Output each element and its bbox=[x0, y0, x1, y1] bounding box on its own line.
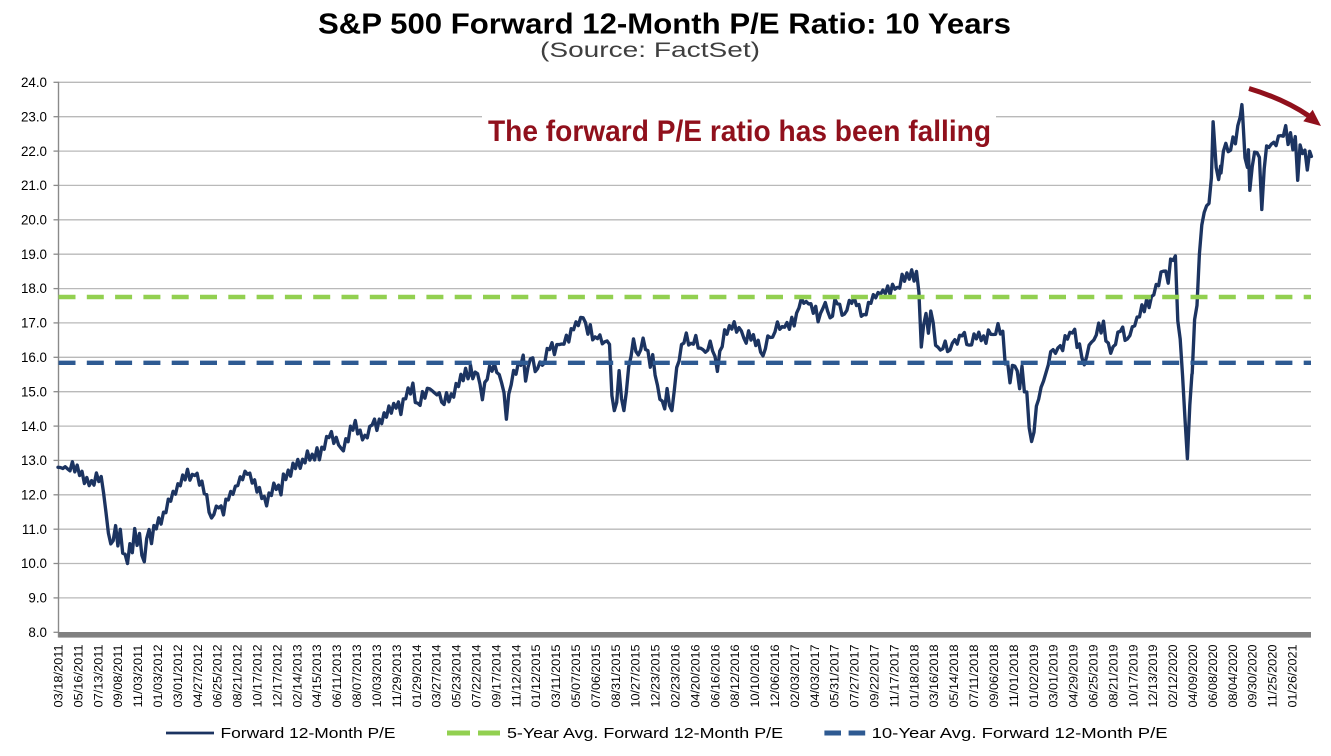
svg-text:03/27/2014: 03/27/2014 bbox=[430, 644, 444, 707]
svg-text:05/16/2011: 05/16/2011 bbox=[71, 644, 85, 707]
svg-text:01/12/2015: 01/12/2015 bbox=[529, 644, 543, 707]
svg-text:09/22/2017: 09/22/2017 bbox=[868, 644, 882, 707]
svg-text:11/29/2013: 11/29/2013 bbox=[390, 644, 404, 707]
svg-text:11/25/2020: 11/25/2020 bbox=[1266, 644, 1280, 707]
svg-text:07/11/2018: 07/11/2018 bbox=[967, 644, 981, 707]
svg-text:24.0: 24.0 bbox=[21, 75, 47, 90]
svg-text:01/26/2021: 01/26/2021 bbox=[1286, 644, 1300, 707]
svg-text:02/14/2013: 02/14/2013 bbox=[290, 644, 304, 707]
svg-text:02/12/2020: 02/12/2020 bbox=[1166, 644, 1180, 707]
svg-text:13.0: 13.0 bbox=[21, 453, 47, 468]
svg-text:03/01/2019: 03/01/2019 bbox=[1047, 644, 1061, 707]
svg-text:5-Year Avg. Forward 12-Month P: 5-Year Avg. Forward 12-Month P/E bbox=[507, 725, 783, 742]
svg-text:05/31/2017: 05/31/2017 bbox=[828, 644, 842, 707]
svg-text:Forward 12-Month P/E: Forward 12-Month P/E bbox=[221, 725, 396, 742]
svg-text:20.0: 20.0 bbox=[21, 213, 47, 228]
svg-text:06/25/2012: 06/25/2012 bbox=[211, 644, 225, 707]
svg-text:09/08/2011: 09/08/2011 bbox=[111, 644, 125, 707]
svg-text:10/17/2019: 10/17/2019 bbox=[1126, 644, 1140, 707]
svg-text:04/29/2019: 04/29/2019 bbox=[1067, 644, 1081, 707]
svg-text:9.0: 9.0 bbox=[28, 591, 47, 606]
svg-text:04/20/2016: 04/20/2016 bbox=[688, 644, 702, 707]
svg-text:12.0: 12.0 bbox=[21, 488, 47, 503]
svg-text:14.0: 14.0 bbox=[21, 419, 47, 434]
svg-text:10.0: 10.0 bbox=[21, 556, 47, 571]
svg-text:07/13/2011: 07/13/2011 bbox=[91, 644, 105, 707]
svg-text:09/17/2014: 09/17/2014 bbox=[489, 644, 503, 707]
svg-text:08/12/2016: 08/12/2016 bbox=[728, 644, 742, 707]
svg-text:04/03/2017: 04/03/2017 bbox=[808, 644, 822, 707]
svg-text:S&P 500 Forward 12-Month P/E R: S&P 500 Forward 12-Month P/E Ratio: 10 Y… bbox=[318, 9, 1011, 41]
svg-text:07/27/2017: 07/27/2017 bbox=[848, 644, 862, 707]
svg-text:10/27/2015: 10/27/2015 bbox=[629, 644, 643, 707]
svg-text:21.0: 21.0 bbox=[21, 178, 47, 193]
svg-text:11/17/2017: 11/17/2017 bbox=[887, 644, 901, 707]
svg-text:06/16/2016: 06/16/2016 bbox=[708, 644, 722, 707]
svg-text:10/17/2012: 10/17/2012 bbox=[251, 644, 265, 707]
svg-text:10/03/2013: 10/03/2013 bbox=[370, 644, 384, 707]
svg-text:08/04/2020: 08/04/2020 bbox=[1226, 644, 1240, 707]
svg-text:03/01/2012: 03/01/2012 bbox=[171, 644, 185, 707]
svg-text:06/11/2013: 06/11/2013 bbox=[330, 644, 344, 707]
svg-text:08/07/2013: 08/07/2013 bbox=[350, 644, 364, 707]
svg-text:23.0: 23.0 bbox=[21, 109, 47, 124]
svg-text:18.0: 18.0 bbox=[21, 281, 47, 296]
svg-text:01/02/2019: 01/02/2019 bbox=[1027, 644, 1041, 707]
svg-text:08/21/2012: 08/21/2012 bbox=[231, 644, 245, 707]
svg-text:02/23/2016: 02/23/2016 bbox=[669, 644, 683, 707]
svg-text:06/08/2020: 06/08/2020 bbox=[1206, 644, 1220, 707]
svg-text:08/21/2019: 08/21/2019 bbox=[1106, 644, 1120, 707]
svg-text:15.0: 15.0 bbox=[21, 384, 47, 399]
svg-text:04/15/2013: 04/15/2013 bbox=[310, 644, 324, 707]
svg-text:06/25/2019: 06/25/2019 bbox=[1087, 644, 1101, 707]
svg-text:The forward P/E ratio has been: The forward P/E ratio has been falling bbox=[488, 115, 991, 148]
svg-text:05/14/2018: 05/14/2018 bbox=[947, 644, 961, 707]
svg-text:12/23/2015: 12/23/2015 bbox=[649, 644, 663, 707]
svg-text:05/07/2015: 05/07/2015 bbox=[569, 644, 583, 707]
svg-text:07/06/2015: 07/06/2015 bbox=[589, 644, 603, 707]
svg-text:03/11/2015: 03/11/2015 bbox=[549, 644, 563, 707]
svg-text:19.0: 19.0 bbox=[21, 247, 47, 262]
svg-text:10/10/2016: 10/10/2016 bbox=[748, 644, 762, 707]
svg-text:08/31/2015: 08/31/2015 bbox=[609, 644, 623, 707]
svg-text:01/18/2018: 01/18/2018 bbox=[907, 644, 921, 707]
svg-text:04/09/2020: 04/09/2020 bbox=[1186, 644, 1200, 707]
svg-text:8.0: 8.0 bbox=[28, 625, 47, 640]
svg-text:11/12/2014: 11/12/2014 bbox=[509, 644, 523, 707]
svg-text:11.0: 11.0 bbox=[22, 522, 47, 537]
svg-text:11/01/2018: 11/01/2018 bbox=[1007, 644, 1021, 707]
svg-text:01/03/2012: 01/03/2012 bbox=[151, 644, 165, 707]
svg-text:09/06/2018: 09/06/2018 bbox=[987, 644, 1001, 707]
svg-text:09/30/2020: 09/30/2020 bbox=[1246, 644, 1260, 707]
svg-text:11/03/2011: 11/03/2011 bbox=[131, 644, 145, 707]
svg-text:22.0: 22.0 bbox=[21, 144, 47, 159]
svg-text:07/22/2014: 07/22/2014 bbox=[470, 644, 484, 707]
svg-text:10-Year Avg. Forward 12-Month: 10-Year Avg. Forward 12-Month P/E bbox=[872, 725, 1168, 742]
svg-text:03/16/2018: 03/16/2018 bbox=[927, 644, 941, 707]
svg-text:04/27/2012: 04/27/2012 bbox=[191, 644, 205, 707]
svg-text:12/13/2019: 12/13/2019 bbox=[1146, 644, 1160, 707]
svg-text:17.0: 17.0 bbox=[21, 316, 47, 331]
svg-text:03/18/2011: 03/18/2011 bbox=[52, 644, 66, 707]
svg-text:02/03/2017: 02/03/2017 bbox=[788, 644, 802, 707]
svg-text:01/29/2014: 01/29/2014 bbox=[410, 644, 424, 707]
svg-text:05/23/2014: 05/23/2014 bbox=[450, 644, 464, 707]
svg-text:(Source: FactSet): (Source: FactSet) bbox=[540, 38, 760, 62]
svg-text:16.0: 16.0 bbox=[21, 350, 47, 365]
svg-text:12/06/2016: 12/06/2016 bbox=[768, 644, 782, 707]
svg-text:12/17/2012: 12/17/2012 bbox=[270, 644, 284, 707]
